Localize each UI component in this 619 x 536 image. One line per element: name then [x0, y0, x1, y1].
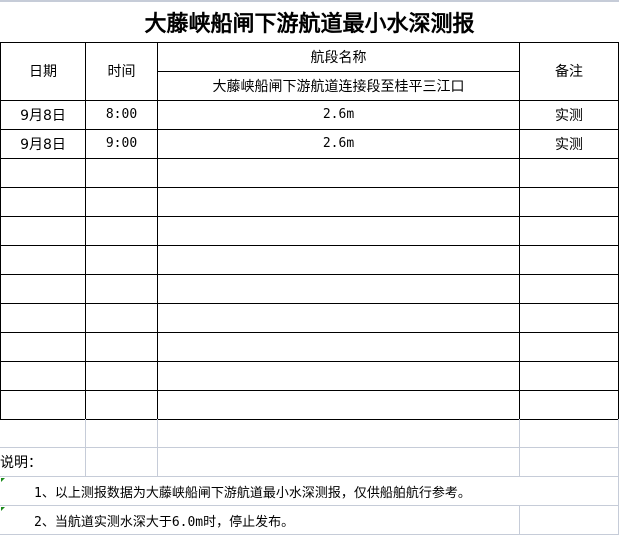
cell-remark[interactable]: 实测: [520, 100, 619, 130]
empty-cell[interactable]: [0, 216, 86, 246]
empty-cell[interactable]: [520, 274, 619, 304]
empty-cell[interactable]: [158, 245, 520, 275]
header-time[interactable]: 时间: [86, 42, 158, 101]
note-item[interactable]: 1、以上测报数据为大藤峡船闸下游航道最小水深测报，仅供船舶航行参考。: [0, 477, 619, 506]
note-item[interactable]: 2、当航道实测水深大于6.0m时，停止发布。: [0, 506, 520, 535]
empty-cell[interactable]: [520, 303, 619, 333]
empty-cell[interactable]: [0, 419, 86, 448]
empty-cell[interactable]: [158, 448, 520, 477]
empty-cell[interactable]: [86, 158, 158, 188]
cell-time[interactable]: 9:00: [86, 129, 158, 159]
empty-cell[interactable]: [520, 245, 619, 275]
empty-cell[interactable]: [520, 419, 619, 448]
empty-cell[interactable]: [86, 245, 158, 275]
cell-time[interactable]: 8:00: [86, 100, 158, 130]
empty-cell[interactable]: [158, 332, 520, 362]
empty-cell[interactable]: [0, 187, 86, 217]
empty-cell[interactable]: [0, 158, 86, 188]
empty-cell[interactable]: [86, 361, 158, 391]
empty-cell[interactable]: [158, 158, 520, 188]
comment-indicator-icon: [1, 478, 5, 482]
empty-cell[interactable]: [86, 419, 158, 448]
comment-indicator-icon: [1, 507, 5, 511]
empty-cell[interactable]: [86, 216, 158, 246]
cell-remark[interactable]: 实测: [520, 129, 619, 159]
cell-depth[interactable]: 2.6m: [158, 129, 520, 159]
empty-cell[interactable]: [86, 187, 158, 217]
empty-cell[interactable]: [0, 274, 86, 304]
empty-cell[interactable]: [0, 361, 86, 391]
empty-cell[interactable]: [86, 390, 158, 420]
empty-cell[interactable]: [158, 216, 520, 246]
empty-cell[interactable]: [158, 274, 520, 304]
empty-cell[interactable]: [520, 216, 619, 246]
header-section[interactable]: 航段名称: [158, 42, 520, 72]
empty-cell[interactable]: [86, 303, 158, 333]
cell-date[interactable]: 9月8日: [0, 129, 86, 159]
empty-cell[interactable]: [520, 187, 619, 217]
header-section-name[interactable]: 大藤峡船闸下游航道连接段至桂平三江口: [158, 71, 520, 101]
empty-cell[interactable]: [520, 506, 619, 535]
cell-date[interactable]: 9月8日: [0, 100, 86, 130]
notes-label[interactable]: 说明：: [0, 448, 86, 477]
report-title: 大藤峡船闸下游航道最小水深测报: [0, 0, 619, 43]
empty-cell[interactable]: [158, 187, 520, 217]
empty-cell[interactable]: [0, 390, 86, 420]
empty-cell[interactable]: [86, 274, 158, 304]
header-date[interactable]: 日期: [0, 42, 86, 101]
empty-cell[interactable]: [0, 332, 86, 362]
empty-cell[interactable]: [520, 361, 619, 391]
empty-cell[interactable]: [520, 390, 619, 420]
cell-depth[interactable]: 2.6m: [158, 100, 520, 130]
empty-cell[interactable]: [86, 448, 158, 477]
empty-cell[interactable]: [0, 303, 86, 333]
empty-cell[interactable]: [158, 419, 520, 448]
empty-cell[interactable]: [520, 448, 619, 477]
empty-cell[interactable]: [520, 158, 619, 188]
empty-cell[interactable]: [86, 332, 158, 362]
empty-cell[interactable]: [158, 361, 520, 391]
empty-cell[interactable]: [520, 332, 619, 362]
empty-cell[interactable]: [158, 303, 520, 333]
header-remark[interactable]: 备注: [520, 42, 619, 101]
empty-cell[interactable]: [0, 245, 86, 275]
empty-cell[interactable]: [158, 390, 520, 420]
